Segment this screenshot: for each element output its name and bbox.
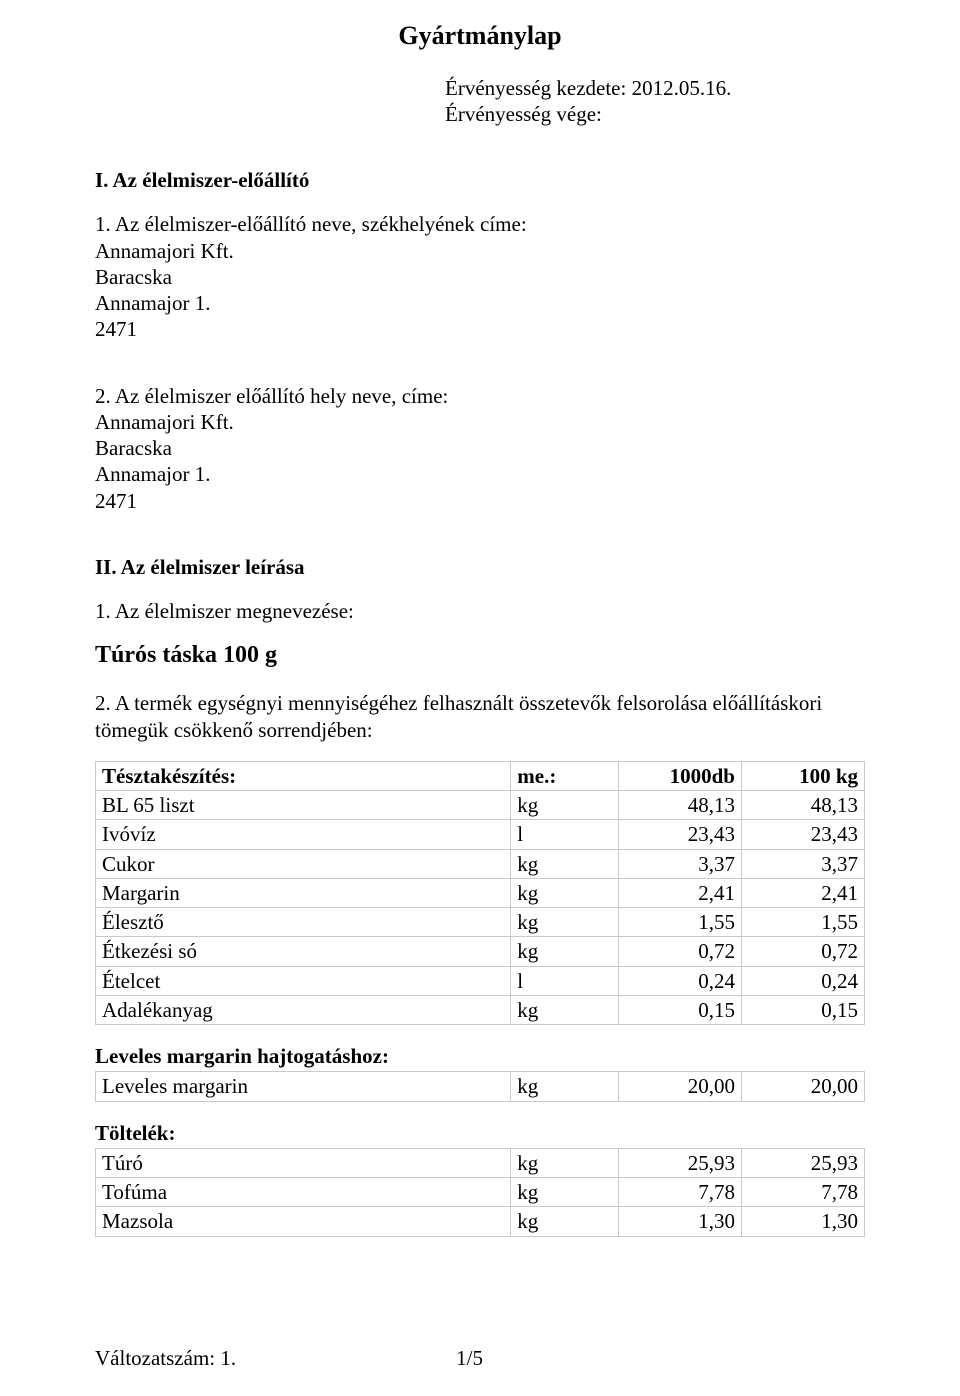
validity-start-value: 2012.05.16.	[632, 76, 732, 100]
ingredient-1000db: 1,55	[618, 908, 741, 937]
table-row: Adalékanyagkg0,150,15	[96, 995, 865, 1024]
document-title: Gyártmánylap	[95, 20, 865, 53]
production-site-block: 2. Az élelmiszer előállító hely neve, cí…	[95, 383, 865, 514]
site-company: Annamajori Kft.	[95, 409, 865, 435]
validity-start-label: Érvényesség kezdete:	[445, 76, 632, 100]
product-name: Túrós táska 100 g	[95, 640, 865, 670]
section-2-heading: II. Az élelmiszer leírása	[95, 554, 865, 580]
dough-table: Tésztakészítés: me.: 1000db 100 kg BL 65…	[95, 761, 865, 1025]
table-row: Élesztőkg1,551,55	[96, 908, 865, 937]
table-row: Cukorkg3,373,37	[96, 849, 865, 878]
ingredient-100kg: 1,55	[741, 908, 864, 937]
col-header-100kg: 100 kg	[741, 761, 864, 790]
page: Gyártmánylap Érvényesség kezdete: 2012.0…	[0, 0, 960, 1396]
table-row: Mazsolakg1,301,30	[96, 1207, 865, 1236]
ingredient-unit: kg	[511, 1207, 619, 1236]
ingredient-unit: kg	[511, 1072, 619, 1101]
version-label: Változatszám: 1.	[95, 1345, 236, 1371]
producer-city: Baracska	[95, 264, 865, 290]
ingredient-100kg: 23,43	[741, 820, 864, 849]
col-header-unit: me.:	[511, 761, 619, 790]
ingredient-name: Étkezési só	[96, 937, 511, 966]
production-site-label: 2. Az élelmiszer előállító hely neve, cí…	[95, 383, 865, 409]
ingredient-unit: kg	[511, 937, 619, 966]
table-row: Leveles margarinkg20,0020,00	[96, 1072, 865, 1101]
page-number: 1/5	[456, 1345, 483, 1371]
table-row: Étkezési sókg0,720,72	[96, 937, 865, 966]
ingredient-name: Tofúma	[96, 1178, 511, 1207]
ingredient-1000db: 0,72	[618, 937, 741, 966]
site-city: Baracska	[95, 435, 865, 461]
producer-address: Annamajor 1.	[95, 290, 865, 316]
ingredient-name: Élesztő	[96, 908, 511, 937]
validity-start: Érvényesség kezdete: 2012.05.16.	[445, 75, 865, 101]
ingredient-name: BL 65 liszt	[96, 791, 511, 820]
ingredient-name: Túró	[96, 1148, 511, 1177]
ingredient-unit: kg	[511, 1178, 619, 1207]
ingredient-name: Cukor	[96, 849, 511, 878]
ingredient-unit: kg	[511, 908, 619, 937]
ingredient-1000db: 1,30	[618, 1207, 741, 1236]
col-header-name: Tésztakészítés:	[96, 761, 511, 790]
table-row: Ivóvízl23,4323,43	[96, 820, 865, 849]
ingredient-100kg: 20,00	[741, 1072, 864, 1101]
ingredient-100kg: 0,24	[741, 966, 864, 995]
table-row: Tofúmakg7,787,78	[96, 1178, 865, 1207]
ingredient-1000db: 3,37	[618, 849, 741, 878]
ingredient-100kg: 48,13	[741, 791, 864, 820]
toltelek-heading: Töltelék:	[95, 1120, 865, 1146]
ingredient-unit: kg	[511, 1148, 619, 1177]
ingredient-unit: l	[511, 966, 619, 995]
ingredient-name: Ivóvíz	[96, 820, 511, 849]
table-header-row: Tésztakészítés: me.: 1000db 100 kg	[96, 761, 865, 790]
section-1-heading: I. Az élelmiszer-előállító	[95, 167, 865, 193]
ingredient-name: Margarin	[96, 878, 511, 907]
table-row: Margarinkg2,412,41	[96, 878, 865, 907]
ingredient-unit: l	[511, 820, 619, 849]
ingredient-unit: kg	[511, 849, 619, 878]
ingredient-100kg: 0,72	[741, 937, 864, 966]
validity-block: Érvényesség kezdete: 2012.05.16. Érvénye…	[445, 75, 865, 128]
ingredient-100kg: 3,37	[741, 849, 864, 878]
ingredient-unit: kg	[511, 995, 619, 1024]
ingredient-100kg: 25,93	[741, 1148, 864, 1177]
site-zip: 2471	[95, 488, 865, 514]
ingredient-unit: kg	[511, 878, 619, 907]
producer-zip: 2471	[95, 316, 865, 342]
ingredient-name: Ételcet	[96, 966, 511, 995]
table-row: Túrókg25,9325,93	[96, 1148, 865, 1177]
ingredient-1000db: 20,00	[618, 1072, 741, 1101]
toltelek-table: Túrókg25,9325,93Tofúmakg7,787,78Mazsolak…	[95, 1148, 865, 1237]
leveles-table: Leveles margarinkg20,0020,00	[95, 1071, 865, 1101]
ingredient-1000db: 2,41	[618, 878, 741, 907]
validity-end-label: Érvényesség vége:	[445, 101, 865, 127]
ingredient-name: Adalékanyag	[96, 995, 511, 1024]
ingredient-1000db: 25,93	[618, 1148, 741, 1177]
ingredient-100kg: 1,30	[741, 1207, 864, 1236]
food-name-label: 1. Az élelmiszer megnevezése:	[95, 598, 865, 624]
ingredient-1000db: 48,13	[618, 791, 741, 820]
ingredient-1000db: 0,15	[618, 995, 741, 1024]
ingredient-100kg: 7,78	[741, 1178, 864, 1207]
ingredient-1000db: 23,43	[618, 820, 741, 849]
ingredient-unit: kg	[511, 791, 619, 820]
producer-name-block: 1. Az élelmiszer-előállító neve, székhel…	[95, 211, 865, 342]
table-row: BL 65 lisztkg48,1348,13	[96, 791, 865, 820]
ingredient-1000db: 0,24	[618, 966, 741, 995]
site-address: Annamajor 1.	[95, 461, 865, 487]
leveles-heading: Leveles margarin hajtogatáshoz:	[95, 1043, 865, 1069]
ingredient-100kg: 0,15	[741, 995, 864, 1024]
producer-name-label: 1. Az élelmiszer-előállító neve, székhel…	[95, 211, 865, 237]
ingredients-label: 2. A termék egységnyi mennyiségéhez felh…	[95, 690, 865, 743]
ingredient-100kg: 2,41	[741, 878, 864, 907]
producer-company: Annamajori Kft.	[95, 238, 865, 264]
col-header-1000db: 1000db	[618, 761, 741, 790]
ingredient-name: Leveles margarin	[96, 1072, 511, 1101]
ingredient-name: Mazsola	[96, 1207, 511, 1236]
ingredient-1000db: 7,78	[618, 1178, 741, 1207]
page-footer: Változatszám: 1. 1/5	[95, 1345, 865, 1371]
table-row: Ételcetl0,240,24	[96, 966, 865, 995]
